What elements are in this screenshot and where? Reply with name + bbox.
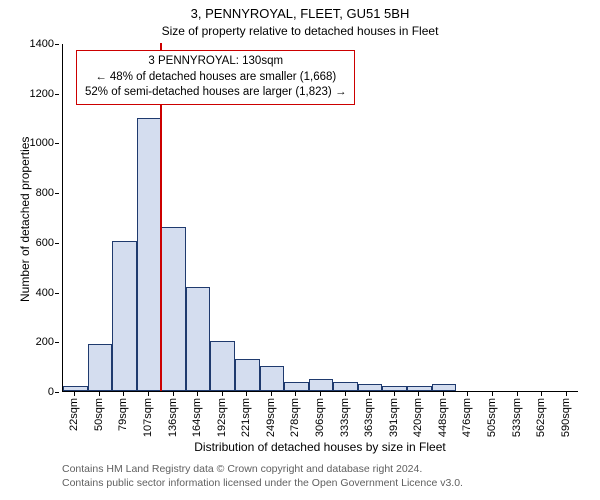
histogram-bar bbox=[88, 344, 113, 391]
y-tick: 200 bbox=[22, 336, 54, 348]
histogram-bar bbox=[186, 287, 211, 391]
y-tick: 400 bbox=[22, 287, 54, 299]
chart-title: 3, PENNYROYAL, FLEET, GU51 5BH bbox=[0, 6, 600, 21]
histogram-bar bbox=[210, 341, 235, 391]
histogram-bar bbox=[235, 359, 260, 391]
histogram-bar bbox=[333, 382, 358, 391]
y-axis-label: Number of detached properties bbox=[18, 136, 32, 301]
histogram-bar bbox=[309, 379, 334, 391]
histogram-bar bbox=[407, 386, 432, 391]
credits: Contains HM Land Registry data © Crown c… bbox=[62, 462, 463, 490]
histogram-bar bbox=[137, 118, 162, 391]
histogram-bar bbox=[112, 241, 137, 391]
annotation-line-3: 52% of semi-detached houses are larger (… bbox=[85, 85, 346, 101]
histogram-bar bbox=[63, 386, 88, 391]
histogram-bar bbox=[432, 384, 457, 391]
credits-line-2: Contains public sector information licen… bbox=[62, 476, 463, 490]
y-tick: 1200 bbox=[22, 88, 54, 100]
annotation-line-1: 3 PENNYROYAL: 130sqm bbox=[85, 54, 346, 70]
y-tick: 1400 bbox=[22, 38, 54, 50]
histogram-bar bbox=[382, 386, 407, 391]
x-axis-label: Distribution of detached houses by size … bbox=[62, 440, 578, 454]
chart-subtitle: Size of property relative to detached ho… bbox=[0, 24, 600, 38]
annotation-line-2: ← 48% of detached houses are smaller (1,… bbox=[85, 70, 346, 86]
y-tick: 600 bbox=[22, 237, 54, 249]
y-tick: 0 bbox=[22, 386, 54, 398]
credits-line-1: Contains HM Land Registry data © Crown c… bbox=[62, 462, 463, 476]
histogram-bar bbox=[284, 382, 309, 391]
histogram-bar bbox=[161, 227, 186, 391]
histogram-bar bbox=[358, 384, 383, 391]
annotation-box: 3 PENNYROYAL: 130sqm ← 48% of detached h… bbox=[76, 50, 355, 105]
y-tick: 800 bbox=[22, 187, 54, 199]
y-tick: 1000 bbox=[22, 137, 54, 149]
histogram-bar bbox=[260, 366, 285, 391]
